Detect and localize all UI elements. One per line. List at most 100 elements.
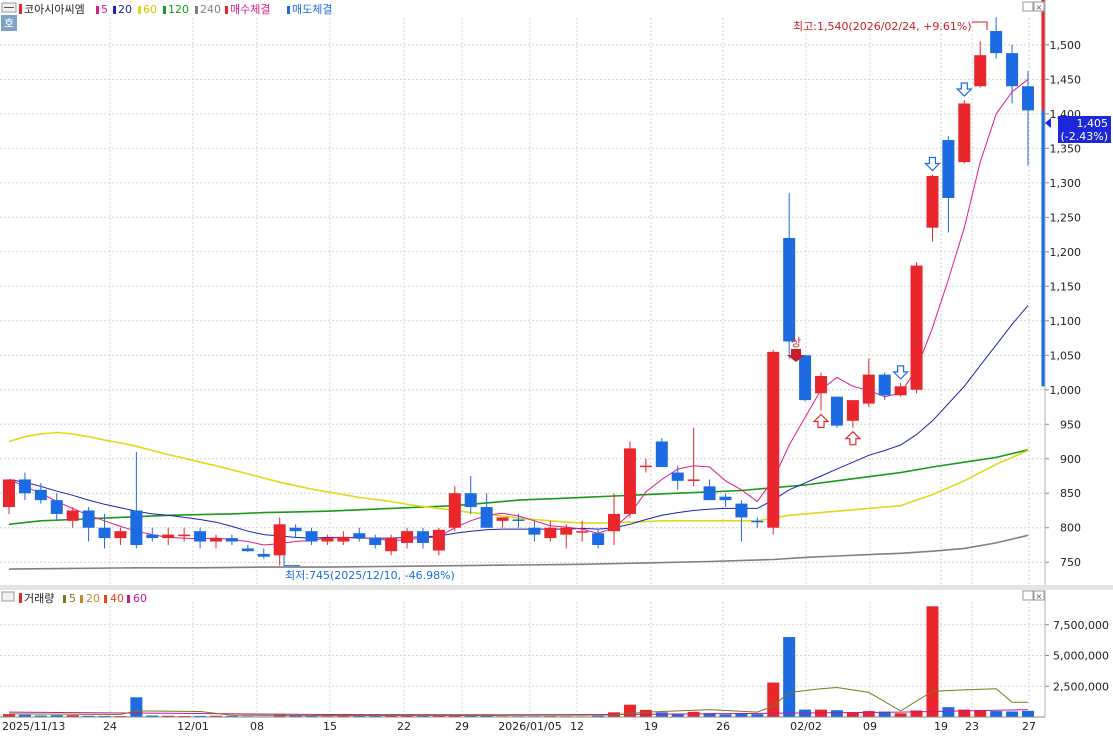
candle-body[interactable] bbox=[225, 538, 238, 542]
volume-bar[interactable] bbox=[1022, 710, 1034, 717]
candle-body[interactable] bbox=[926, 175, 939, 228]
volume-bar[interactable] bbox=[830, 710, 843, 717]
volume-bar[interactable] bbox=[623, 704, 636, 717]
volume-bar[interactable] bbox=[50, 715, 63, 717]
close-button[interactable] bbox=[1033, 1, 1045, 12]
volume-bar[interactable] bbox=[639, 709, 652, 717]
candle-body[interactable] bbox=[894, 386, 907, 396]
price-panel-controls[interactable]: × bbox=[1022, 1, 1045, 12]
candle-body[interactable] bbox=[385, 538, 398, 552]
candle-body[interactable] bbox=[655, 441, 668, 468]
candle-body[interactable] bbox=[528, 527, 541, 535]
candle-body[interactable] bbox=[146, 534, 159, 539]
candle-body[interactable] bbox=[974, 55, 987, 87]
volume-bar[interactable] bbox=[98, 715, 111, 717]
candle-body[interactable] bbox=[671, 472, 684, 481]
candle-body[interactable] bbox=[66, 510, 79, 521]
candle-body[interactable] bbox=[815, 375, 828, 394]
volume-bar[interactable] bbox=[146, 715, 159, 717]
volume-bar[interactable] bbox=[942, 707, 955, 717]
candle-body[interactable] bbox=[942, 140, 955, 198]
volume-bar[interactable] bbox=[990, 711, 1003, 717]
candle-body[interactable] bbox=[50, 500, 63, 514]
volume-bar[interactable] bbox=[1006, 711, 1019, 717]
candle-body[interactable] bbox=[241, 548, 254, 552]
candle-body[interactable] bbox=[592, 533, 605, 545]
volume-bar[interactable] bbox=[289, 715, 302, 717]
volume-bar[interactable] bbox=[194, 715, 207, 717]
candle-body[interactable] bbox=[209, 538, 222, 542]
candle-body[interactable] bbox=[369, 538, 382, 545]
candle-body[interactable] bbox=[3, 479, 15, 508]
maximize-button[interactable] bbox=[1022, 1, 1034, 12]
candle-body[interactable] bbox=[464, 493, 477, 508]
volume-bar[interactable] bbox=[974, 710, 987, 717]
candle-body[interactable] bbox=[719, 496, 732, 501]
volume-bar[interactable] bbox=[66, 715, 79, 717]
candle-body[interactable] bbox=[862, 374, 875, 404]
candle-body[interactable] bbox=[910, 265, 923, 390]
candle-body[interactable] bbox=[82, 510, 95, 528]
candle-body[interactable] bbox=[799, 355, 812, 401]
volume-bar[interactable] bbox=[910, 710, 923, 717]
candle-body[interactable] bbox=[846, 400, 859, 421]
candle-body[interactable] bbox=[257, 553, 270, 557]
candle-body[interactable] bbox=[687, 479, 700, 481]
candle-body[interactable] bbox=[735, 503, 748, 518]
volume-bar[interactable] bbox=[401, 715, 414, 717]
candle-body[interactable] bbox=[639, 465, 652, 468]
candle-body[interactable] bbox=[783, 238, 796, 342]
candle-body[interactable] bbox=[98, 527, 111, 539]
candle-body[interactable] bbox=[337, 537, 350, 542]
candle-body[interactable] bbox=[34, 489, 47, 501]
volume-bar[interactable] bbox=[353, 715, 366, 717]
candle-body[interactable] bbox=[544, 527, 557, 539]
volume-bar[interactable] bbox=[432, 715, 445, 717]
candle-body[interactable] bbox=[114, 531, 127, 539]
candle-body[interactable] bbox=[703, 486, 716, 501]
volume-bar[interactable] bbox=[894, 713, 907, 717]
volume-bar[interactable] bbox=[735, 713, 748, 717]
volume-legend-menu-icon[interactable] bbox=[1, 591, 15, 602]
volume-bar[interactable] bbox=[464, 715, 477, 717]
volume-close-button[interactable] bbox=[1033, 590, 1045, 601]
volume-bar[interactable] bbox=[767, 682, 780, 717]
candle-body[interactable] bbox=[878, 374, 891, 396]
candle-body[interactable] bbox=[767, 351, 780, 528]
volume-panel-controls[interactable]: × bbox=[1022, 590, 1045, 601]
volume-bar[interactable] bbox=[209, 715, 222, 717]
candle-body[interactable] bbox=[353, 533, 366, 539]
candle-body[interactable] bbox=[289, 527, 302, 532]
candle-body[interactable] bbox=[448, 493, 461, 528]
volume-bar[interactable] bbox=[225, 715, 238, 717]
candle-body[interactable] bbox=[751, 520, 764, 523]
volume-bar[interactable] bbox=[926, 606, 939, 717]
candle-body[interactable] bbox=[576, 531, 589, 533]
candle-body[interactable] bbox=[496, 517, 509, 521]
candle-body[interactable] bbox=[608, 513, 621, 532]
candle-body[interactable] bbox=[958, 103, 971, 163]
volume-bar[interactable] bbox=[862, 711, 875, 717]
volume-bar[interactable] bbox=[82, 715, 95, 717]
candle-body[interactable] bbox=[273, 524, 286, 556]
volume-bar[interactable] bbox=[162, 715, 175, 717]
volume-bar[interactable] bbox=[703, 713, 716, 717]
candle-body[interactable] bbox=[305, 531, 318, 542]
candle-body[interactable] bbox=[401, 531, 414, 543]
candle-body[interactable] bbox=[1006, 53, 1019, 87]
candle-body[interactable] bbox=[416, 531, 429, 543]
volume-bar[interactable] bbox=[3, 714, 15, 717]
volume-bar[interactable] bbox=[385, 715, 398, 717]
candle-body[interactable] bbox=[18, 479, 31, 494]
ho-badge[interactable] bbox=[1, 15, 17, 31]
volume-bar[interactable] bbox=[592, 715, 605, 717]
volume-bar[interactable] bbox=[719, 714, 732, 717]
candle-body[interactable] bbox=[194, 531, 207, 542]
candle-body[interactable] bbox=[830, 396, 843, 426]
candle-body[interactable] bbox=[480, 507, 493, 528]
candle-body[interactable] bbox=[162, 534, 175, 539]
volume-panel[interactable] bbox=[3, 606, 1034, 718]
candle-body[interactable] bbox=[432, 529, 445, 551]
